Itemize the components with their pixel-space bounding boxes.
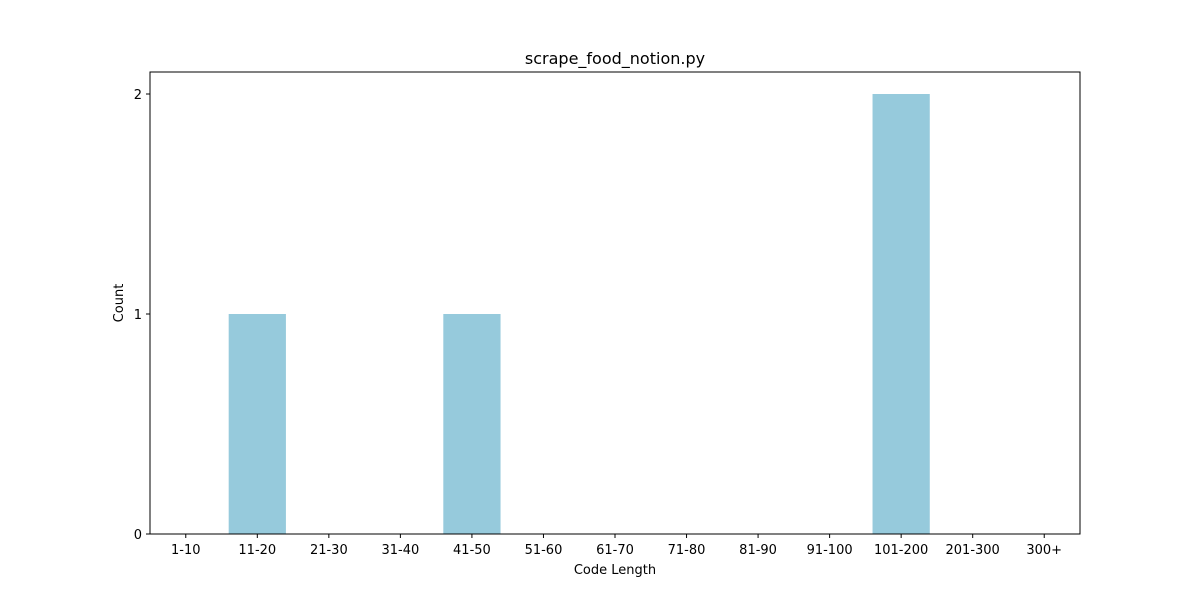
x-tick-label: 71-80 (668, 543, 706, 558)
bar-101-200 (872, 94, 930, 534)
x-tick-label: 61-70 (596, 543, 634, 558)
chart-title: scrape_food_notion.py (525, 49, 705, 69)
x-tick-label: 41-50 (453, 543, 491, 558)
y-axis-ticks: 0 1 2 (134, 88, 150, 543)
y-tick-label: 0 (134, 528, 142, 543)
x-tick-label: 300+ (1026, 543, 1062, 558)
bar-41-50 (443, 314, 501, 534)
x-tick-label: 91-100 (807, 543, 853, 558)
x-tick-label: 201-300 (946, 543, 1000, 558)
x-tick-label: 51-60 (525, 543, 563, 558)
x-tick-label: 101-200 (874, 543, 928, 558)
x-axis-ticks: 1-10 11-20 21-30 31-40 41-50 51-60 61-70 71-80 8… (171, 534, 1062, 558)
x-tick-label: 1-10 (171, 543, 201, 558)
x-tick-label: 31-40 (381, 543, 419, 558)
bar-11-20 (228, 314, 286, 534)
x-tick-label: 81-90 (739, 543, 777, 558)
bar-group (228, 94, 930, 534)
y-axis-label: Count (112, 284, 127, 323)
y-tick-label: 1 (134, 308, 142, 323)
x-axis-label: Code Length (574, 563, 656, 578)
y-tick-label: 2 (134, 88, 142, 103)
x-tick-label: 11-20 (238, 543, 276, 558)
x-tick-label: 21-30 (310, 543, 348, 558)
